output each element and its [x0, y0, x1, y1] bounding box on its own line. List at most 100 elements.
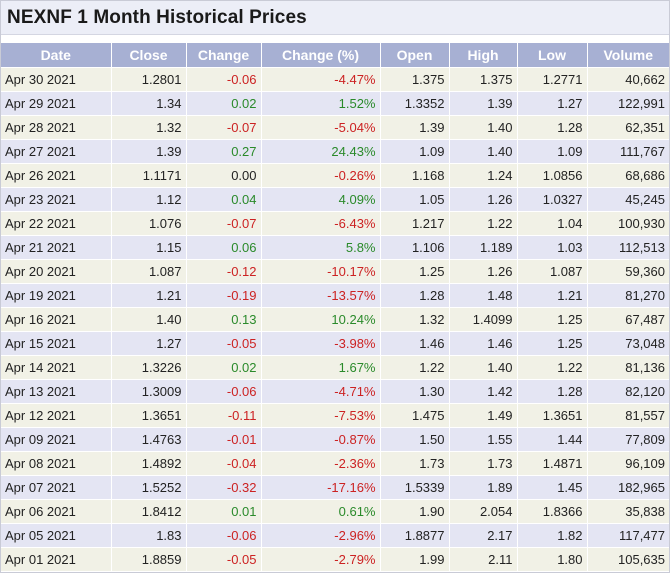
cell-open: 1.90: [380, 499, 450, 524]
table-row: Apr 20 2021 1.087 -0.12 -10.17% 1.25 1.26 1.08…: [1, 259, 669, 284]
cell-close: 1.15: [111, 235, 187, 260]
cell-high: 1.73: [449, 451, 518, 476]
cell-change: 0.00: [186, 163, 262, 188]
cell-date: Apr 22 2021: [1, 211, 112, 236]
cell-high: 1.26: [449, 259, 518, 284]
cell-low: 1.44: [517, 427, 588, 452]
table-row: Apr 28 2021 1.32 -0.07 -5.04% 1.39 1.40 1.28 62…: [1, 115, 669, 140]
table-row: Apr 15 2021 1.27 -0.05 -3.98% 1.46 1.46 1.25 73…: [1, 331, 669, 356]
cell-open: 1.8877: [380, 523, 450, 548]
cell-open: 1.217: [380, 211, 450, 236]
cell-low: 1.3651: [517, 403, 588, 428]
cell-low: 1.45: [517, 475, 588, 500]
cell-change: -0.07: [186, 211, 262, 236]
cell-high: 1.26: [449, 187, 518, 212]
cell-change: -0.06: [186, 67, 262, 92]
cell-low: 1.04: [517, 211, 588, 236]
cell-high: 1.89: [449, 475, 518, 500]
cell-date: Apr 05 2021: [1, 523, 112, 548]
cell-close: 1.21: [111, 283, 187, 308]
cell-change-pct: 10.24%: [261, 307, 381, 332]
cell-high: 1.24: [449, 163, 518, 188]
table-row: Apr 29 2021 1.34 0.02 1.52% 1.3352 1.39 1.27 12…: [1, 91, 669, 116]
cell-change: -0.07: [186, 115, 262, 140]
cell-volume: 81,136: [587, 355, 669, 380]
table-row: Apr 13 2021 1.3009 -0.06 -4.71% 1.30 1.42 1.28…: [1, 379, 669, 404]
cell-change-pct: 5.8%: [261, 235, 381, 260]
cell-open: 1.50: [380, 427, 450, 452]
header-row: Date Close Change Change (%) Open High L…: [1, 43, 669, 68]
cell-open: 1.99: [380, 547, 450, 571]
cell-volume: 59,360: [587, 259, 669, 284]
cell-open: 1.475: [380, 403, 450, 428]
cell-open: 1.46: [380, 331, 450, 356]
column-header-volume: Volume: [587, 43, 669, 68]
cell-high: 1.55: [449, 427, 518, 452]
cell-low: 1.25: [517, 307, 588, 332]
cell-close: 1.3651: [111, 403, 187, 428]
cell-open: 1.09: [380, 139, 450, 164]
cell-change: -0.04: [186, 451, 262, 476]
cell-volume: 182,965: [587, 475, 669, 500]
cell-open: 1.5339: [380, 475, 450, 500]
cell-high: 1.46: [449, 331, 518, 356]
cell-change-pct: -10.17%: [261, 259, 381, 284]
cell-low: 1.0327: [517, 187, 588, 212]
cell-close: 1.087: [111, 259, 187, 284]
cell-change-pct: -2.36%: [261, 451, 381, 476]
cell-volume: 81,557: [587, 403, 669, 428]
table-row: Apr 23 2021 1.12 0.04 4.09% 1.05 1.26 1.0327 45…: [1, 187, 669, 212]
cell-change: 0.02: [186, 91, 262, 116]
cell-high: 1.4099: [449, 307, 518, 332]
cell-change-pct: -13.57%: [261, 283, 381, 308]
cell-close: 1.83: [111, 523, 187, 548]
cell-volume: 100,930: [587, 211, 669, 236]
cell-change-pct: -5.04%: [261, 115, 381, 140]
cell-change: 0.04: [186, 187, 262, 212]
cell-change-pct: -0.87%: [261, 427, 381, 452]
cell-high: 1.39: [449, 91, 518, 116]
table-body: Apr 30 2021 1.2801 -0.06 -4.47% 1.375 1.375 1.…: [1, 67, 669, 571]
cell-high: 2.054: [449, 499, 518, 524]
cell-change-pct: -4.47%: [261, 67, 381, 92]
table-row: Apr 22 2021 1.076 -0.07 -6.43% 1.217 1.22 1.04…: [1, 211, 669, 236]
cell-close: 1.32: [111, 115, 187, 140]
cell-change: 0.01: [186, 499, 262, 524]
cell-low: 1.21: [517, 283, 588, 308]
cell-date: Apr 06 2021: [1, 499, 112, 524]
cell-change-pct: 1.67%: [261, 355, 381, 380]
cell-low: 1.27: [517, 91, 588, 116]
cell-date: Apr 07 2021: [1, 475, 112, 500]
cell-close: 1.3226: [111, 355, 187, 380]
cell-close: 1.5252: [111, 475, 187, 500]
column-header-open: Open: [380, 43, 450, 68]
cell-close: 1.4892: [111, 451, 187, 476]
table-row: Apr 30 2021 1.2801 -0.06 -4.47% 1.375 1.375 1.…: [1, 67, 669, 92]
cell-change: 0.13: [186, 307, 262, 332]
cell-change-pct: 4.09%: [261, 187, 381, 212]
cell-close: 1.1171: [111, 163, 187, 188]
column-header-low: Low: [517, 43, 588, 68]
cell-high: 1.40: [449, 115, 518, 140]
cell-volume: 112,513: [587, 235, 669, 260]
cell-volume: 62,351: [587, 115, 669, 140]
cell-close: 1.2801: [111, 67, 187, 92]
cell-high: 1.48: [449, 283, 518, 308]
cell-date: Apr 30 2021: [1, 67, 112, 92]
cell-close: 1.8412: [111, 499, 187, 524]
cell-open: 1.168: [380, 163, 450, 188]
cell-volume: 45,245: [587, 187, 669, 212]
cell-date: Apr 13 2021: [1, 379, 112, 404]
cell-change: -0.11: [186, 403, 262, 428]
cell-change: 0.27: [186, 139, 262, 164]
cell-volume: 82,120: [587, 379, 669, 404]
cell-date: Apr 16 2021: [1, 307, 112, 332]
cell-high: 2.11: [449, 547, 518, 571]
cell-low: 1.09: [517, 139, 588, 164]
column-header-close: Close: [111, 43, 187, 68]
cell-close: 1.39: [111, 139, 187, 164]
cell-change-pct: -6.43%: [261, 211, 381, 236]
cell-open: 1.25: [380, 259, 450, 284]
column-header-change: Change: [186, 43, 262, 68]
cell-change-pct: -17.16%: [261, 475, 381, 500]
